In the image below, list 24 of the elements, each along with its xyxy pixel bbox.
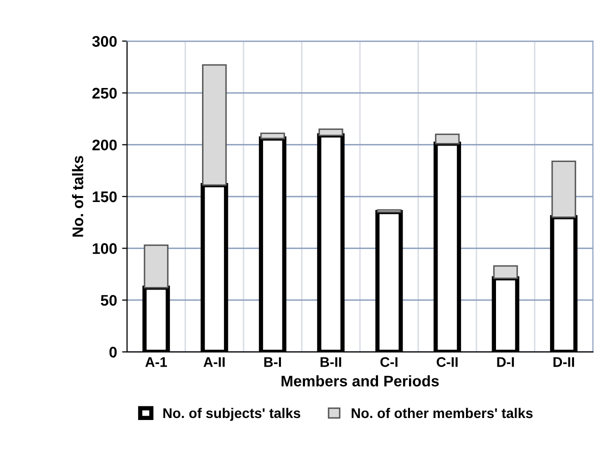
y-tick-label: 100 <box>92 243 117 254</box>
y-tick-label: 200 <box>92 140 117 150</box>
bar <box>376 209 402 213</box>
bar <box>260 132 285 140</box>
x-tick-label: C-II <box>436 357 458 367</box>
y-axis-title: No. of talks <box>72 156 84 237</box>
y-tick-label: 0 <box>109 346 117 358</box>
x-tick-label: B-II <box>320 357 342 367</box>
bar <box>318 128 344 136</box>
legend-label: No. of other members' talks <box>352 408 533 418</box>
x-tick-label: A-II <box>204 357 225 367</box>
y-tick-label: 300 <box>92 36 117 47</box>
x-tick-label: A-1 <box>145 357 167 367</box>
y-tick-label: 150 <box>92 191 117 202</box>
legend-label: No. of subjects' talks <box>163 408 300 421</box>
y-tick-label: 250 <box>92 88 117 99</box>
x-tick-label: D-I <box>497 357 514 367</box>
x-tick-label: D-II <box>554 357 574 367</box>
y-tick-label: 50 <box>100 294 117 306</box>
x-axis-title: Members and Periods <box>282 375 439 386</box>
x-tick-label: C-I <box>380 357 398 367</box>
bar <box>434 134 460 144</box>
bar <box>493 265 518 280</box>
x-tick-label: B-I <box>264 357 281 367</box>
